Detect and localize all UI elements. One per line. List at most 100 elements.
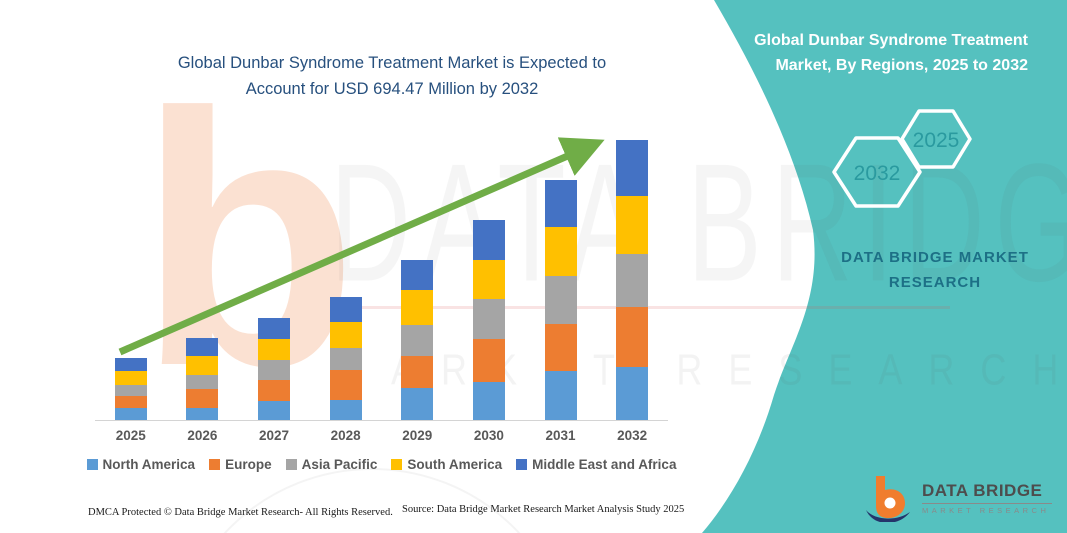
- stacked-bar-2028: [329, 297, 362, 420]
- bar-segment-2028: [329, 321, 362, 348]
- stacked-bar-2030: [472, 220, 505, 420]
- bar-segment-2027: [258, 318, 291, 339]
- bar-segment-2028: [329, 370, 362, 400]
- legend-item: South America: [391, 457, 502, 472]
- legend: North America Europe Asia Pacific South Ame…: [86, 457, 676, 472]
- legend-swatch: [516, 459, 528, 470]
- bar-column-2029: [382, 130, 454, 420]
- logo-b-icon: [866, 476, 910, 522]
- chart-title: Global Dunbar Syndrome Treatment Market …: [152, 50, 632, 102]
- bar-segment-2029: [401, 388, 434, 420]
- bar-segment-2031: [544, 370, 577, 420]
- stacked-bar-2029: [401, 259, 434, 420]
- legend-label: Asia Pacific: [301, 457, 378, 472]
- bars-row: [95, 130, 668, 421]
- hexagon-2032: [832, 136, 922, 208]
- legend-item: North America: [86, 457, 196, 472]
- bar-segment-2030: [472, 299, 505, 339]
- bar-segment-2025: [114, 395, 147, 408]
- stacked-bar-2026: [186, 337, 219, 420]
- hexagon-2032-label: 2032: [854, 162, 901, 185]
- bar-segment-2032: [616, 196, 649, 254]
- legend-label: Middle East and Africa: [532, 457, 677, 472]
- x-axis-label-2026: 2026: [187, 428, 218, 443]
- x-axis-labels: 2025 2026 2027 2028 2029 2030 2031 2032: [95, 428, 668, 443]
- hexagon-2025: [900, 109, 972, 169]
- bar-segment-2027: [258, 359, 291, 381]
- bar-segment-2031: [544, 276, 577, 324]
- bar-segment-2030: [472, 220, 505, 260]
- logo-text: DATA BRIDGE MARKET RESEARCH: [922, 481, 1052, 515]
- x-axis-label-2029: 2029: [402, 428, 433, 443]
- bar-column-2027: [238, 130, 310, 420]
- stacked-bar-2025: [114, 357, 147, 420]
- bar-segment-2026: [186, 388, 219, 408]
- bar-segment-2027: [258, 380, 291, 402]
- legend-item: Asia Pacific: [285, 457, 378, 472]
- bar-column-2025: [95, 130, 167, 420]
- legend-item: Middle East and Africa: [516, 457, 676, 472]
- bar-segment-2029: [401, 324, 434, 356]
- dmca-text: DMCA Protected © Data Bridge Market Rese…: [88, 507, 393, 518]
- bar-segment-2025: [114, 357, 147, 371]
- bar-segment-2026: [186, 407, 219, 420]
- legend-label: Europe: [225, 457, 272, 472]
- bar-segment-2025: [114, 370, 147, 385]
- bar-segment-2032: [616, 253, 649, 307]
- x-axis-label-2025: 2025: [115, 428, 146, 443]
- bar-segment-2030: [472, 338, 505, 383]
- bar-segment-2025: [114, 407, 147, 420]
- bar-segment-2026: [186, 355, 219, 375]
- source-text: Source: Data Bridge Market Research Mark…: [402, 504, 685, 515]
- bar-segment-2032: [616, 140, 649, 197]
- brand-text: DATA BRIDGE MARKET RESEARCH: [790, 245, 1067, 295]
- legend-swatch: [209, 459, 221, 470]
- x-axis-label-2027: 2027: [259, 428, 290, 443]
- bar-segment-2029: [401, 355, 434, 389]
- legend-label: North America: [102, 457, 196, 472]
- hexagon-badges: 2032 2025: [832, 109, 972, 208]
- bar-segment-2030: [472, 259, 505, 300]
- stacked-bar-2027: [258, 318, 291, 420]
- bar-column-2032: [596, 130, 668, 420]
- chart-title-line2: Account for USD 694.47 Million by 2032: [245, 80, 539, 98]
- legend-label: South America: [407, 457, 503, 472]
- bar-segment-2026: [186, 374, 219, 389]
- x-axis-label-2030: 2030: [473, 428, 504, 443]
- bar-segment-2028: [329, 347, 362, 371]
- x-axis-label-2031: 2031: [545, 428, 576, 443]
- bar-segment-2031: [544, 323, 577, 371]
- stacked-bar-2031: [544, 180, 577, 420]
- bar-segment-2031: [544, 227, 577, 277]
- hexagon-2025-label: 2025: [913, 129, 960, 152]
- bar-segment-2032: [616, 306, 649, 368]
- panel-title-line2: Market, By Regions, 2025 to 2032: [775, 57, 1028, 74]
- logo-name: DATA BRIDGE: [922, 481, 1043, 500]
- bar-segment-2027: [258, 338, 291, 360]
- panel-title: Global Dunbar Syndrome Treatment Market,…: [698, 28, 1028, 78]
- chart-title-line1: Global Dunbar Syndrome Treatment Market …: [177, 54, 607, 72]
- legend-swatch: [86, 459, 98, 470]
- brand-text-line1: DATA BRIDGE MARKET: [841, 249, 1029, 266]
- bar-segment-2025: [114, 384, 147, 396]
- bar-segment-2027: [258, 401, 291, 420]
- bar-segment-2028: [329, 399, 362, 420]
- bar-column-2031: [525, 130, 597, 420]
- brand-text-line2: RESEARCH: [888, 274, 982, 291]
- bar-segment-2030: [472, 382, 505, 420]
- bar-segment-2031: [544, 180, 577, 228]
- plot-area: [95, 130, 668, 421]
- bar-segment-2026: [186, 337, 219, 356]
- bar-segment-2029: [401, 289, 434, 325]
- data-bridge-logo: DATA BRIDGE MARKET RESEARCH: [862, 474, 1052, 522]
- legend-swatch: [285, 459, 297, 470]
- bar-column-2026: [167, 130, 239, 420]
- x-axis-label-2028: 2028: [330, 428, 361, 443]
- teal-panel-shape: [702, 0, 1067, 533]
- legend-item: Europe: [209, 457, 272, 472]
- panel-title-line1: Global Dunbar Syndrome Treatment: [754, 32, 1028, 49]
- logo-rule: [922, 503, 1052, 504]
- bar-column-2030: [453, 130, 525, 420]
